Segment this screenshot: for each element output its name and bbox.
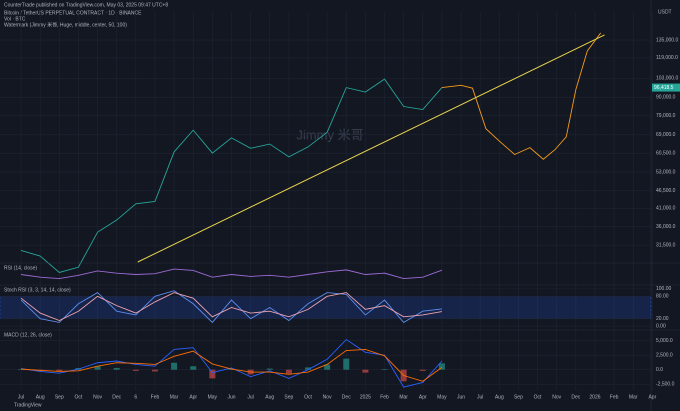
x-tick-label: Aug — [265, 394, 274, 400]
y-axis-label: USDT — [658, 9, 672, 15]
x-tick-label: Dec — [342, 394, 351, 400]
y-tick-label: 0.00 — [656, 323, 666, 329]
x-tick-label: Oct — [75, 394, 83, 400]
series-line — [21, 348, 443, 382]
panel-title: MACD (12, 26, close) — [4, 332, 52, 338]
x-tick-label: Sep — [284, 394, 293, 400]
y-tick-label: 2,500.0 — [656, 353, 673, 359]
x-tick-label: Jul — [18, 394, 24, 400]
histogram-bar — [190, 366, 197, 370]
x-tick-label: Feb — [610, 394, 619, 400]
y-tick-label: 135,000.0 — [656, 37, 678, 43]
subtitle: Vol · BTC — [4, 16, 26, 22]
histogram-bar — [151, 369, 158, 372]
histogram-bar — [266, 368, 273, 370]
histogram-bar — [132, 369, 139, 371]
x-tick-label: Sep — [514, 394, 523, 400]
histogram-bar — [343, 358, 350, 370]
y-tick-label: 79,000.0 — [656, 113, 676, 119]
series-line — [20, 268, 443, 280]
series-line — [441, 32, 602, 160]
x-tick-label: 6 — [134, 394, 137, 400]
x-tick-label: Dec — [112, 394, 121, 400]
x-tick-label: Mar — [629, 394, 638, 400]
x-tick-label: Nov — [552, 394, 561, 400]
x-tick-label: Apr — [189, 394, 197, 400]
x-tick-label: Nov — [93, 394, 102, 400]
y-tick-label: 5,000.0 — [656, 338, 673, 344]
x-tick-label: Apr — [648, 394, 656, 400]
x-tick-label: Apr — [419, 394, 427, 400]
y-tick-label: 31,500.0 — [656, 243, 676, 249]
y-tick-label: 80.00 — [656, 294, 669, 300]
brand: TradingView — [14, 402, 42, 408]
histogram-bar — [419, 369, 426, 371]
y-tick-label: 103,000.0 — [656, 76, 678, 82]
x-tick-label: Sep — [55, 394, 64, 400]
y-tick-label: 60,500.0 — [656, 151, 676, 157]
histogram-bar — [305, 367, 311, 370]
x-tick-label: May — [208, 394, 218, 400]
x-tick-label: Jul — [477, 394, 483, 400]
series-line — [137, 34, 605, 263]
series-line — [20, 292, 442, 322]
panel-title: RSI (14, close) — [4, 265, 37, 271]
series-line — [20, 78, 443, 273]
y-tick-label: 36,000.0 — [656, 224, 676, 230]
series-line — [20, 290, 442, 324]
y-tick-label: 41,000.0 — [656, 206, 676, 212]
histogram-bar — [381, 369, 388, 370]
band — [0, 296, 652, 319]
y-tick-label: 0.0 — [656, 367, 663, 373]
x-tick-label: Nov — [323, 394, 332, 400]
histogram-bar — [56, 369, 63, 372]
histogram-bar — [324, 364, 331, 370]
y-tick-label: 46,500.0 — [656, 188, 676, 194]
x-tick-label: Jul — [247, 394, 253, 400]
histogram-bar — [113, 367, 120, 370]
series-line — [20, 338, 443, 388]
y-tick-label: 20.00 — [656, 316, 669, 322]
last-price-box — [652, 83, 680, 92]
histogram-bar — [285, 369, 292, 374]
x-tick-label: 2026 — [589, 394, 600, 400]
x-tick-label: Mar — [170, 394, 179, 400]
x-tick-label: 2025 — [360, 394, 371, 400]
note: Watermark (Jimmy 米哥, Huge, middle, cente… — [4, 21, 127, 28]
x-tick-label: Dec — [571, 394, 580, 400]
x-tick-label: Oct — [534, 394, 542, 400]
x-tick-label: Mar — [399, 394, 408, 400]
panel-title: Stoch RSI (3, 3, 14, 14, close) — [4, 287, 71, 293]
x-tick-label: Jun — [457, 394, 465, 400]
histogram-bar — [362, 369, 369, 373]
histogram-bar — [94, 366, 101, 370]
publisher: CounterTrade published on TradingView.co… — [4, 2, 168, 8]
x-tick-label: May — [437, 394, 447, 400]
y-tick-label: 90,000.0 — [656, 95, 676, 101]
histogram-bar — [209, 369, 216, 379]
y-tick-label: -2,500.0 — [656, 382, 675, 388]
histogram-bar — [438, 363, 445, 370]
x-tick-label: Feb — [380, 394, 389, 400]
y-tick-label: 119,000.0 — [656, 55, 678, 61]
y-tick-label: 69,000.0 — [656, 132, 676, 138]
x-tick-label: Feb — [151, 394, 160, 400]
x-tick-label: Oct — [304, 394, 312, 400]
y-tick-label: 100.00 — [656, 286, 672, 292]
y-tick-label: 53,000.0 — [656, 169, 676, 175]
histogram-bar — [171, 362, 178, 370]
x-tick-label: Jun — [227, 394, 235, 400]
x-tick-label: Aug — [495, 394, 504, 400]
chart-title: Bitcoin / TetherUS PERPETUAL CONTRACT · … — [4, 10, 142, 16]
last-price-label: 96,418.5 — [654, 85, 674, 91]
x-tick-label: Aug — [36, 394, 45, 400]
